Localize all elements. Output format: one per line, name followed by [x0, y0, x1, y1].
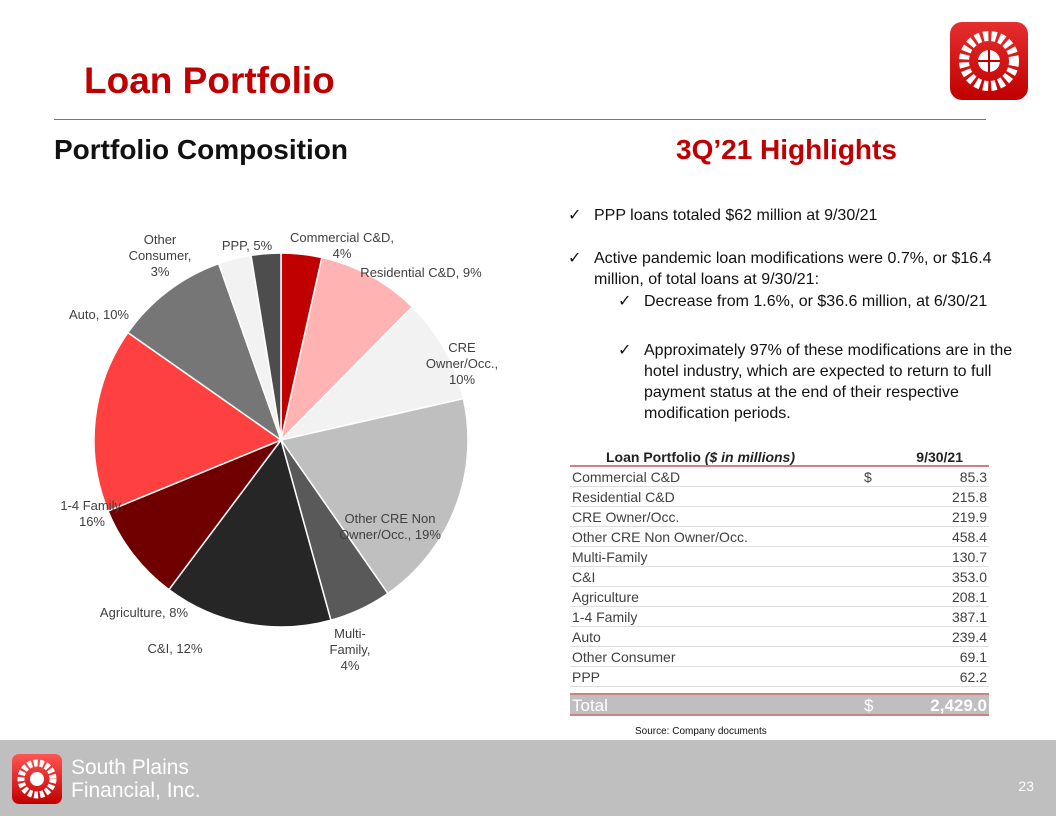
pie-slice-ppp — [250, 252, 282, 441]
pie-data-label: Residential C&D, 9% — [360, 265, 482, 280]
row-value: 208.1 — [951, 589, 987, 605]
pie-chart — [93, 252, 469, 628]
total-currency: $ — [864, 696, 874, 715]
row-name: Other Consumer — [572, 649, 676, 665]
table-total-row: Total $ 2,429.0 — [570, 693, 989, 716]
page-number: 23 — [1018, 778, 1034, 794]
pie-slice-other-cre-non-owner-occ- — [279, 397, 469, 595]
table-row: Other CRE Non Owner/Occ. 458.4 — [570, 527, 989, 547]
row-name: Agriculture — [572, 589, 639, 605]
pie-data-label: Agriculture, 8% — [99, 605, 189, 620]
row-name: 1-4 Family — [572, 609, 638, 625]
highlights-heading: 3Q’21 Highlights — [676, 134, 897, 165]
row-name: Other CRE Non Owner/Occ. — [572, 529, 748, 545]
company-name: South Plains Financial, Inc. — [71, 756, 201, 802]
row-name: PPP — [572, 669, 601, 685]
loan-portfolio-table: Loan Portfolio ($ in millions) 9/30/21 C… — [570, 449, 989, 716]
row-name: CRE Owner/Occ. — [572, 509, 680, 525]
pie-data-label: CRE Owner/Occ., 10% — [425, 340, 499, 387]
table-row: PPP 62.2 — [570, 667, 989, 687]
table-row: 1-4 Family 387.1 — [570, 607, 989, 627]
pie-slice-cre-owner-occ- — [278, 305, 465, 442]
pie-slice-agriculture — [107, 438, 284, 591]
row-value: 219.9 — [951, 509, 987, 525]
source-note: Source: Company documents — [635, 726, 767, 737]
bullet-text: Approximately 97% of these modifications… — [644, 342, 1013, 422]
row-name: Multi-Family — [572, 549, 648, 565]
footer-bar: South Plains Financial, Inc. 23 — [0, 740, 1056, 816]
table-row: CRE Owner/Occ. 219.9 — [570, 507, 989, 527]
row-value: 387.1 — [951, 609, 987, 625]
pie-slice-residential-c-d — [279, 256, 414, 443]
row-name: Commercial C&D — [572, 469, 681, 485]
row-currency: $ — [864, 469, 872, 485]
pie-data-label: Commercial C&D, 4% — [289, 230, 395, 261]
pie-slice-1-4-family — [93, 331, 283, 512]
check-icon: ✓ — [618, 342, 632, 359]
pie-slice-c-i — [167, 438, 332, 628]
row-value: 85.3 — [959, 469, 987, 485]
row-value: 239.4 — [951, 629, 987, 645]
total-value: 2,429.0 — [930, 696, 987, 715]
row-name: Auto — [572, 629, 601, 645]
header-date: 9/30/21 — [916, 449, 963, 465]
pie-slice-auto — [126, 262, 283, 442]
bullet-text: PPP loans totaled $62 million at 9/30/21 — [594, 207, 878, 224]
bullet-text: Decrease from 1.6%, or $36.6 million, at… — [644, 293, 988, 310]
table-row: Commercial C&D $85.3 — [570, 467, 989, 487]
pie-data-label: C&I, 12% — [147, 641, 203, 656]
slide-title: Loan Portfolio — [84, 60, 335, 101]
portfolio-composition-heading: Portfolio Composition — [54, 134, 348, 165]
bullet-text: Active pandemic loan modifications were … — [594, 250, 992, 288]
title-divider — [54, 119, 986, 120]
total-label: Total — [572, 696, 608, 715]
company-logo-icon — [950, 22, 1028, 100]
row-value: 353.0 — [951, 569, 987, 585]
pie-data-label: PPP, 5% — [221, 238, 273, 253]
pie-data-label: Other CRE Non Owner/Occ., 19% — [339, 511, 441, 542]
table-header: Loan Portfolio ($ in millions) 9/30/21 — [570, 449, 989, 467]
table-row: Other Consumer 69.1 — [570, 647, 989, 667]
table-row: Residential C&D 215.8 — [570, 487, 989, 507]
table-row: C&I 353.0 — [570, 567, 989, 587]
header-units: ($ in millions) — [704, 449, 796, 465]
footer-logo-icon — [12, 754, 62, 804]
check-icon: ✓ — [618, 293, 632, 310]
row-value: 458.4 — [951, 529, 987, 545]
check-icon: ✓ — [568, 207, 582, 224]
pie-data-label: Multi- Family, 4% — [329, 626, 371, 673]
table-row: Auto 239.4 — [570, 627, 989, 647]
check-icon: ✓ — [568, 250, 582, 267]
header-label: Loan Portfolio ($ in millions) — [606, 449, 795, 465]
row-value: 69.1 — [959, 649, 987, 665]
table-row: Agriculture 208.1 — [570, 587, 989, 607]
pie-data-label: Auto, 10% — [69, 307, 129, 322]
pie-data-label: Other Consumer, 3% — [128, 232, 192, 279]
header-label-text: Loan Portfolio — [606, 449, 701, 465]
table-row: Multi-Family 130.7 — [570, 547, 989, 567]
row-name: Residential C&D — [572, 489, 675, 505]
row-value: 130.7 — [951, 549, 987, 565]
pie-data-label: 1-4 Family, 16% — [60, 498, 124, 529]
row-name: C&I — [572, 569, 596, 585]
row-value: 62.2 — [959, 669, 987, 685]
row-value: 215.8 — [951, 489, 987, 505]
